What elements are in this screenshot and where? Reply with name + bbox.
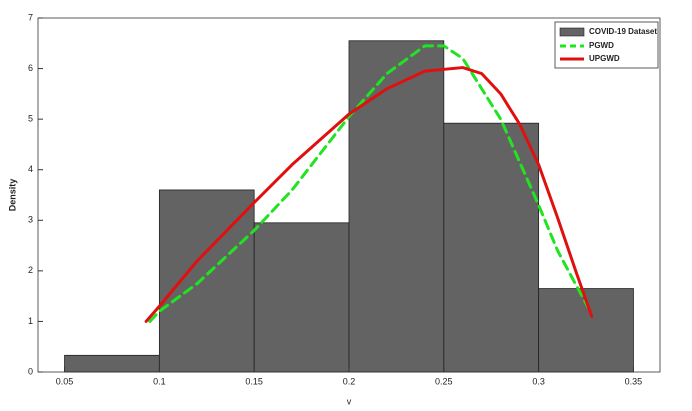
y-tick-label: 0: [28, 366, 33, 376]
x-tick-label: 0.35: [625, 376, 643, 386]
y-tick-label: 7: [28, 12, 33, 22]
y-axis-label: Density: [7, 179, 17, 212]
histogram-bar: [253, 222, 350, 373]
y-tick-label: 3: [28, 215, 33, 225]
x-tick-label: 0.1: [153, 376, 166, 386]
legend-label: UPGWD: [589, 54, 620, 63]
line-series: [148, 44, 594, 323]
histogram-bar: [64, 354, 160, 373]
y-tick-label: 6: [28, 63, 33, 73]
line-series: [144, 66, 594, 323]
x-tick-label: 0.2: [343, 376, 356, 386]
y-tick-label: 1: [28, 316, 33, 326]
y-tick-label: 5: [28, 114, 33, 124]
legend-label: PGWD: [589, 41, 614, 50]
legend-swatch: [559, 27, 585, 37]
x-tick-label: 0.15: [245, 376, 263, 386]
histogram-bar: [348, 40, 445, 373]
x-tick-label: 0.3: [532, 376, 545, 386]
legend-label: COVID-19 Dataset: [589, 27, 657, 36]
x-tick-label: 0.05: [56, 376, 74, 386]
y-tick-label: 4: [28, 164, 33, 174]
legend: COVID-19 Dataset PGWD UPGWD: [554, 21, 659, 69]
x-tick-label: 0.25: [435, 376, 453, 386]
y-tick-label: 2: [28, 265, 33, 275]
histogram-bar: [443, 122, 540, 373]
x-axis-label: v: [347, 396, 352, 406]
